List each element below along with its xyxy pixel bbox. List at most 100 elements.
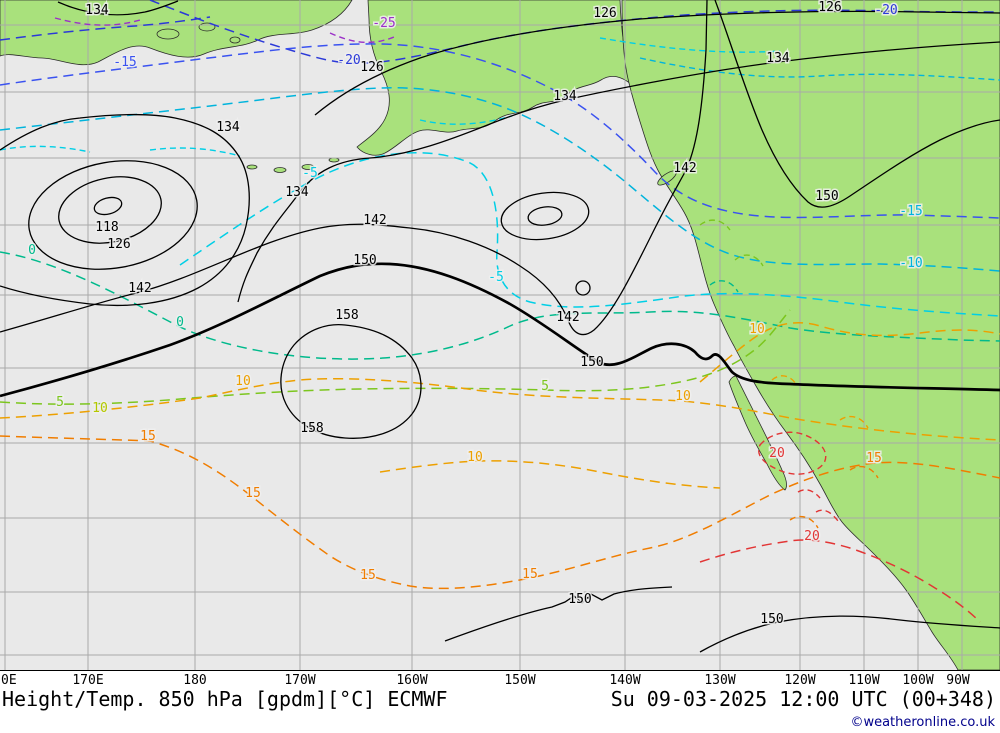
temp-contour-detail <box>699 219 731 231</box>
contour-label-10: 10 <box>467 450 483 465</box>
lon-tick-160W: 160W <box>396 673 428 688</box>
contour-label-126: 126 <box>360 60 383 75</box>
contour-label-15: 15 <box>140 429 156 444</box>
contour-label-134: 134 <box>285 185 309 200</box>
map-area: 134 126 126 126 118 126 134 134 134 134 142 142 142 1… <box>0 0 1000 670</box>
temp-contour-ten <box>0 377 1000 441</box>
temp-contour-detail <box>734 254 764 267</box>
contour-label-158: 158 <box>335 308 358 323</box>
lon-tick-110W: 110W <box>848 673 880 688</box>
contour-label-126: 126 <box>818 0 841 15</box>
island-c <box>229 36 241 44</box>
height-contour-150-south-b <box>699 615 1000 653</box>
aleutian-island <box>273 167 287 173</box>
contour-label-10: 10 <box>749 322 765 337</box>
contour-label-15: 15 <box>360 568 376 583</box>
lon-tick-120W: 120W <box>784 673 816 688</box>
temp-contour-ten <box>379 460 721 489</box>
temp-contour-fifteen <box>0 435 1000 590</box>
contour-label-150: 150 <box>353 253 376 268</box>
contour-label-0: 0 <box>28 243 36 258</box>
contour-label--15: -15 <box>899 204 922 219</box>
temp-contour-detail <box>639 57 1000 81</box>
contour-label-5: 5 <box>541 379 549 394</box>
temp-contour-detail <box>797 489 821 499</box>
contour-label-134: 134 <box>85 3 109 18</box>
contour-label-20: 20 <box>769 446 785 461</box>
lon-tick-170E: 170E <box>72 673 104 688</box>
lon-tick-130W: 130W <box>704 673 736 688</box>
temp-contour-detail <box>815 509 839 522</box>
height-contour-126-ring <box>28 160 198 270</box>
contour-label-134: 134 <box>766 51 790 66</box>
contour-label--5: -5 <box>488 270 504 285</box>
lon-tick-170W: 170W <box>284 673 316 688</box>
vancouver-island <box>657 170 677 186</box>
contour-label--20: -20 <box>874 3 897 18</box>
temp-contour-detail <box>599 37 781 53</box>
contour-label-10: 10 <box>675 389 691 404</box>
temp-contour-detail <box>149 147 241 157</box>
height-contour-150-northeast <box>714 0 1000 208</box>
height-contour-134-ring <box>0 113 250 307</box>
lon-tick-150W: 150W <box>504 673 536 688</box>
height-contour-150-main <box>0 262 1000 398</box>
height-contour-118-ring <box>58 176 162 244</box>
temp-contour-detail <box>0 145 91 153</box>
temp-contour-detail <box>839 415 869 429</box>
height-contour-134-long <box>237 41 1000 303</box>
contour-label-10: 10 <box>92 401 108 416</box>
contour-label-134: 134 <box>216 120 240 135</box>
contour-label-150: 150 <box>815 189 838 204</box>
contour-label-134: 134 <box>553 89 577 104</box>
contour-label-layer: 134 126 126 126 118 126 134 134 134 134 142 142 142 1… <box>27 0 925 629</box>
product-label: Height/Temp. 850 hPa [gpdm][°C] ECMWF <box>2 687 448 711</box>
ridge-center-ring-outer <box>500 191 590 241</box>
contour-label-10: 10 <box>235 374 251 389</box>
temp-contour-detail <box>849 465 879 479</box>
chart-footer: 0E 170E 180 170W 160W 150W 140W 130W 120W 110W 100… <box>0 670 1000 733</box>
lon-tick-180: 180 <box>183 673 207 688</box>
contour-label-142: 142 <box>363 213 386 228</box>
aleutian-island <box>246 164 258 170</box>
weather-map: 134 126 126 126 118 126 134 134 134 134 142 142 142 1… <box>0 0 1000 670</box>
ridge-center-ring-inner <box>527 206 563 226</box>
datetime-label: Su 09-03-2025 12:00 UTC (00+348) <box>610 687 996 711</box>
coastline-north-america <box>621 0 1000 670</box>
copyright-link[interactable]: ©weatheronline.co.uk <box>850 715 995 730</box>
contour-label-15: 15 <box>866 451 882 466</box>
temp-contour-twenty <box>699 539 981 623</box>
temp-contour-zero <box>0 251 1000 360</box>
contour-label-5: 5 <box>56 395 64 410</box>
temp-contour-twenty-pocket <box>757 431 827 475</box>
aleutian-island <box>328 157 340 163</box>
aleutian-island <box>301 164 315 170</box>
temp-contour-minus20 <box>0 16 211 41</box>
contour-label--10: -10 <box>899 256 922 271</box>
contour-label-0: 0 <box>176 315 184 330</box>
small-closed-contour <box>575 280 591 296</box>
contour-label-142: 142 <box>556 310 579 325</box>
temp-contour-minus15 <box>0 43 1000 219</box>
low-center-ring <box>93 196 123 216</box>
contour-label-15: 15 <box>522 567 538 582</box>
temp-contour-minus10 <box>0 86 1000 272</box>
contour-label--5: -5 <box>302 166 318 181</box>
contour-label-150: 150 <box>580 355 603 370</box>
lon-tick-100W: 100W <box>902 673 934 688</box>
contour-label-142: 142 <box>128 281 151 296</box>
temp-contour-detail <box>709 280 739 293</box>
contour-label-118: 118 <box>95 220 118 235</box>
contour-label-150: 150 <box>760 612 783 627</box>
temp-contour-five <box>0 309 791 405</box>
height-contour-126 <box>314 10 1000 116</box>
contour-label--20: -20 <box>337 53 360 68</box>
coastline-alaska <box>356 0 632 156</box>
contour-label--15: -15 <box>113 55 136 70</box>
contour-label--25: -25 <box>372 16 395 31</box>
contour-label-150: 150 <box>568 592 591 607</box>
island-a <box>156 28 180 40</box>
lon-tick-90W: 90W <box>946 673 970 688</box>
temp-contour-minus25 <box>54 17 141 26</box>
